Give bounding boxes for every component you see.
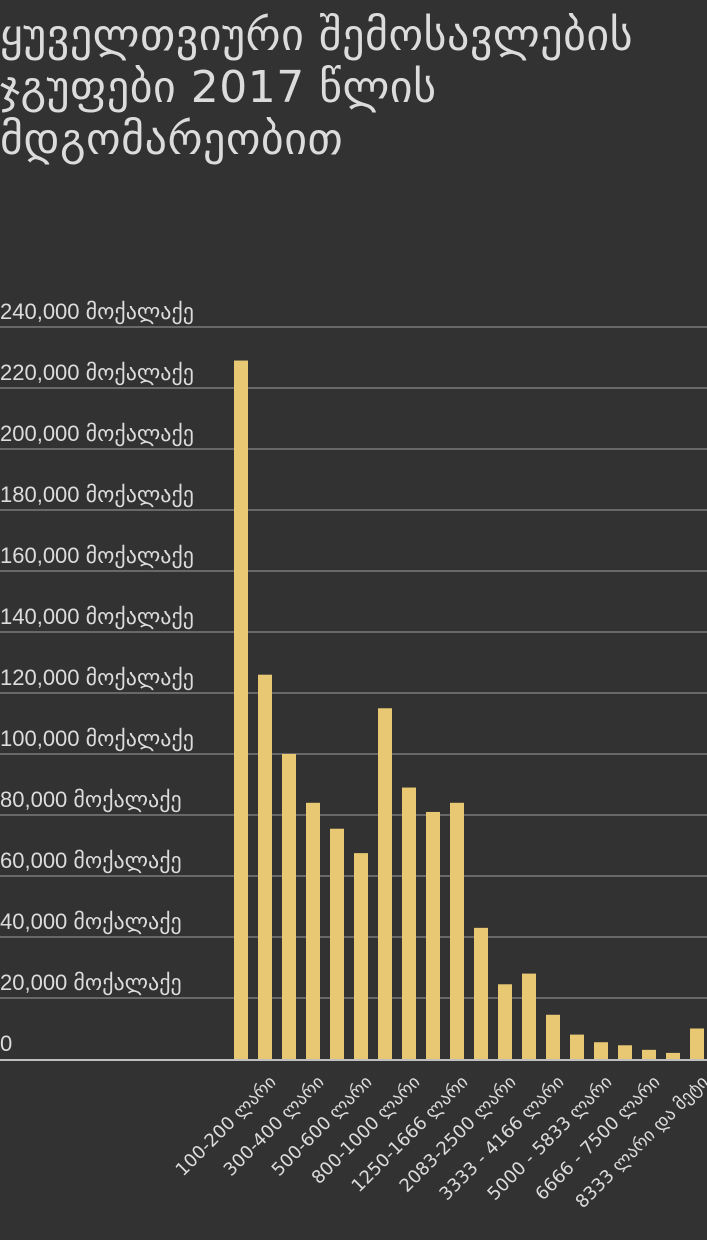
gridlines bbox=[0, 326, 707, 999]
bar bbox=[402, 787, 416, 1059]
bar bbox=[546, 1014, 560, 1059]
y-tick-label: 60,000 მოქალაქე bbox=[0, 848, 182, 874]
bar bbox=[642, 1049, 656, 1059]
bar bbox=[426, 811, 440, 1059]
y-tick-label: 0 bbox=[0, 1031, 12, 1056]
y-tick-label: 220,000 მოქალაქე bbox=[0, 360, 194, 386]
bars bbox=[234, 360, 704, 1059]
y-tick-label: 20,000 მოქალაქე bbox=[0, 970, 182, 996]
y-tick-label: 120,000 მოქალაქე bbox=[0, 665, 194, 691]
y-tick-label: 80,000 მოქალაქე bbox=[0, 787, 182, 813]
bar bbox=[474, 927, 488, 1059]
bar bbox=[306, 802, 320, 1059]
bar bbox=[234, 360, 248, 1059]
bar bbox=[690, 1028, 704, 1059]
bar bbox=[594, 1042, 608, 1059]
y-tick-label: 240,000 მოქალაქე bbox=[0, 299, 194, 325]
bar bbox=[258, 674, 272, 1059]
y-tick-label: 100,000 მოქალაქე bbox=[0, 726, 194, 752]
bar bbox=[378, 708, 392, 1059]
y-axis-tick-labels: 0 20,000 მოქალაქე 40,000 მოქალაქე 60,000 მო… bbox=[0, 299, 194, 1056]
bar bbox=[618, 1045, 632, 1059]
bar bbox=[450, 802, 464, 1059]
bar bbox=[498, 984, 512, 1059]
y-tick-label: 200,000 მოქალაქე bbox=[0, 421, 194, 447]
bar bbox=[570, 1034, 584, 1059]
bar bbox=[282, 754, 296, 1059]
chart-title: ყუველთვიური შემოსავლების ჯგუფები 2017 წლ… bbox=[0, 10, 634, 165]
y-tick-label: 40,000 მოქალაქე bbox=[0, 909, 182, 935]
y-tick-label: 140,000 მოქალაქე bbox=[0, 604, 194, 630]
bar bbox=[522, 973, 536, 1059]
bar bbox=[330, 828, 344, 1059]
bar bbox=[666, 1052, 680, 1059]
bar bbox=[354, 853, 368, 1059]
y-tick-label: 160,000 მოქალაქე bbox=[0, 543, 194, 569]
y-tick-label: 180,000 მოქალაქე bbox=[0, 482, 194, 508]
